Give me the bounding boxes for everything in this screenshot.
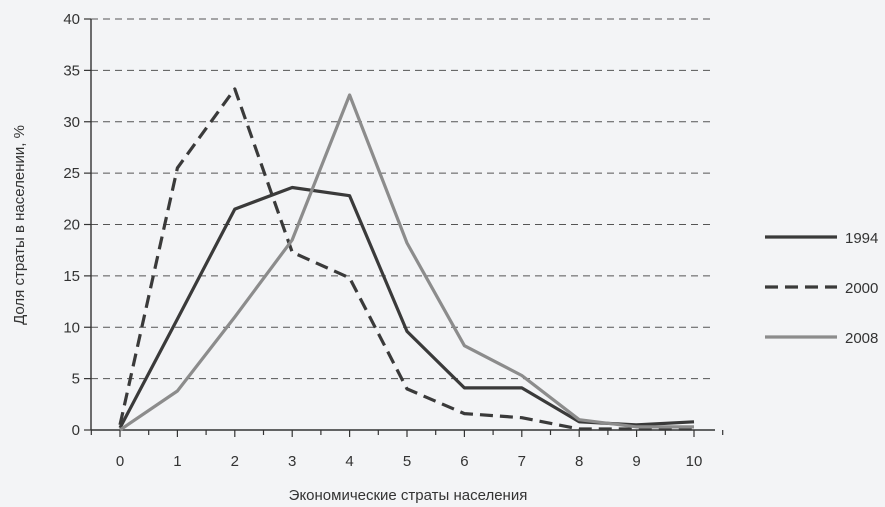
legend-label-2000: 2000: [845, 280, 878, 297]
x-tick-label: 10: [686, 453, 703, 470]
x-tick-label: 3: [288, 453, 296, 470]
legend-label-2008: 2008: [845, 330, 878, 347]
y-tick-label: 35: [63, 62, 80, 79]
y-tick-label: 30: [63, 114, 80, 131]
axes: [84, 18, 724, 437]
y-tick-label: 0: [72, 422, 80, 439]
legend: 1994 2000 2008: [765, 230, 878, 347]
x-tick-label: 1: [173, 453, 181, 470]
y-tick-label: 20: [63, 217, 80, 234]
y-tick-label: 15: [63, 268, 80, 285]
y-tick-label: 5: [72, 371, 80, 388]
series-line-2008: [119, 93, 694, 432]
x-tick-label: 5: [403, 453, 411, 470]
y-tick-label: 40: [63, 11, 80, 28]
x-tick-label: 7: [518, 453, 526, 470]
series-lines: [118, 87, 695, 432]
x-tick-label: 9: [632, 453, 640, 470]
y-tick-label: 25: [63, 165, 80, 182]
x-tick-label: 2: [231, 453, 239, 470]
x-tick-label: 4: [345, 453, 353, 470]
x-tick-label: 6: [460, 453, 468, 470]
y-axis-title: Доля страты в населении, %: [11, 125, 28, 325]
x-tick-label: 8: [575, 453, 583, 470]
series-line-1994: [118, 185, 695, 429]
gridlines: [91, 18, 715, 380]
x-axis-title: Экономические страты населения: [289, 487, 528, 504]
y-tick-label: 10: [63, 319, 80, 336]
tick-labels: 0 5 10 15 20 25 30 35 40 0 1 2 3 4 5 6 7 8 9 10: [63, 11, 702, 470]
legend-label-1994: 1994: [845, 230, 878, 247]
x-tick-label: 0: [116, 453, 124, 470]
series-line-2000: [118, 87, 694, 431]
